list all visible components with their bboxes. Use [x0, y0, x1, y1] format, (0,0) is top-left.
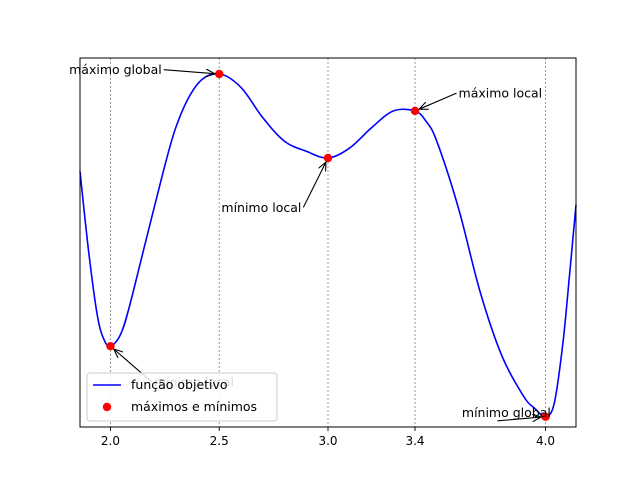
annotation-label: máximo global — [69, 62, 162, 77]
extremum-point — [410, 106, 420, 116]
x-tick-label: 3.0 — [318, 434, 337, 448]
vertical-guides — [110, 58, 546, 427]
extremum-point — [323, 153, 333, 163]
annotation-arrow — [302, 162, 326, 208]
legend-marker-swatch — [102, 402, 112, 412]
x-tick-label: 2.5 — [210, 434, 229, 448]
annotation-arrow — [163, 70, 215, 74]
extrema-points — [106, 69, 550, 421]
annotation-label: máximo local — [459, 86, 543, 101]
x-tick-label: 2.0 — [101, 434, 120, 448]
legend: função objetivo máximos e mínimos — [86, 372, 278, 422]
legend-box — [86, 372, 278, 422]
series-line-funcao-objetivo — [79, 73, 577, 418]
extremum-point — [541, 412, 550, 421]
plot-area — [79, 73, 577, 418]
x-axis-ticks: 2.0 2.5 3.0 3.4 4.0 — [101, 427, 555, 448]
extremum-point — [106, 341, 115, 351]
extremum-point — [215, 69, 224, 79]
annotation-arrow — [497, 417, 541, 421]
annotation-label: mínimo local — [221, 200, 301, 215]
legend-label-funcao-objetivo: função objetivo — [131, 377, 228, 392]
annotation-arrow — [419, 92, 457, 109]
legend-label-maximos-minimos: máximos e mínimos — [131, 399, 257, 414]
x-tick-label: 3.4 — [405, 434, 424, 448]
annotation-label: mínimo global — [462, 405, 551, 420]
x-tick-label: 4.0 — [536, 434, 555, 448]
